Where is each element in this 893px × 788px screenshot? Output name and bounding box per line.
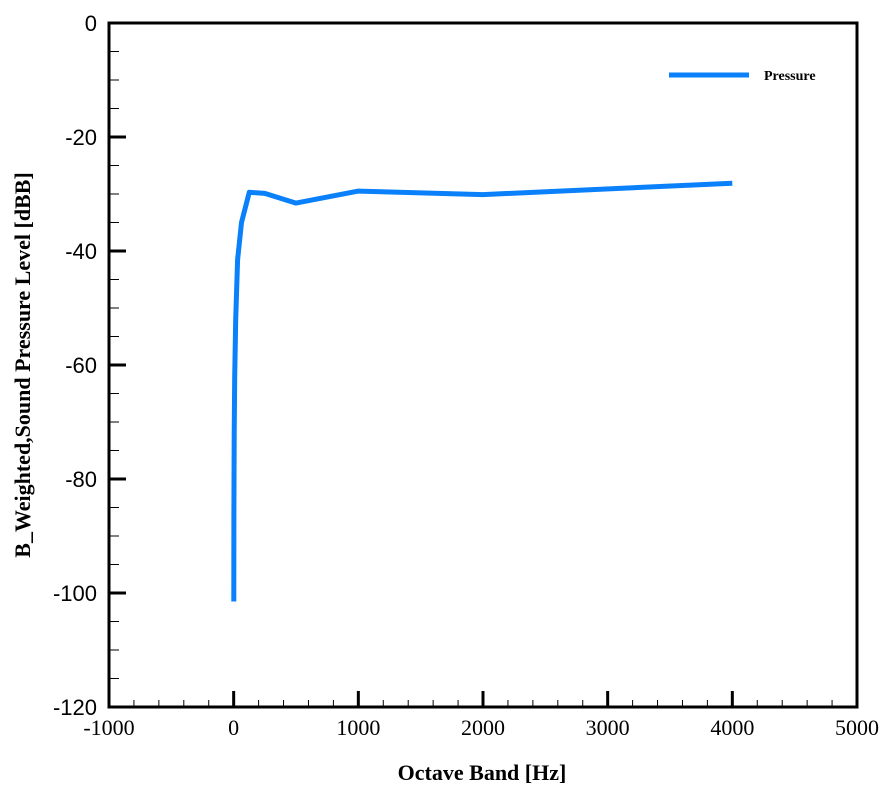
x-tick-label: 0: [228, 715, 239, 740]
y-axis-tick-labels: 0 -20 -40 -60 -80 -100 -120: [53, 11, 97, 720]
x-tick-label: 4000: [710, 715, 754, 740]
y-tick-label: -60: [65, 353, 97, 378]
plot-border: [107, 21, 859, 709]
y-tick-label: 0: [85, 11, 97, 36]
y-tick-label: -100: [53, 581, 97, 606]
x-axis-tick-labels: -1000 0 1000 2000 3000 4000 5000: [83, 715, 879, 740]
pressure-series-line: [231, 180, 733, 602]
legend-label-pressure: Pressure: [764, 69, 816, 84]
x-tick-label: 3000: [586, 715, 630, 740]
y-tick-label: -20: [65, 125, 97, 150]
x-tick-label: 5000: [835, 715, 879, 740]
legend: Pressure: [669, 69, 816, 84]
major-ticks: [107, 21, 859, 709]
minor-ticks: [109, 51, 833, 707]
x-axis-title: Octave Band [Hz]: [398, 760, 567, 785]
y-tick-label: -40: [65, 239, 97, 264]
x-tick-label: 1000: [336, 715, 380, 740]
y-tick-label: -80: [65, 467, 97, 492]
plot-frame: [107, 21, 859, 709]
y-tick-label: -120: [53, 695, 97, 720]
x-tick-label: -1000: [83, 715, 134, 740]
y-axis-title: B_Weighted,Sound Pressure Level [dBB]: [10, 172, 35, 557]
x-tick-label: 2000: [461, 715, 505, 740]
